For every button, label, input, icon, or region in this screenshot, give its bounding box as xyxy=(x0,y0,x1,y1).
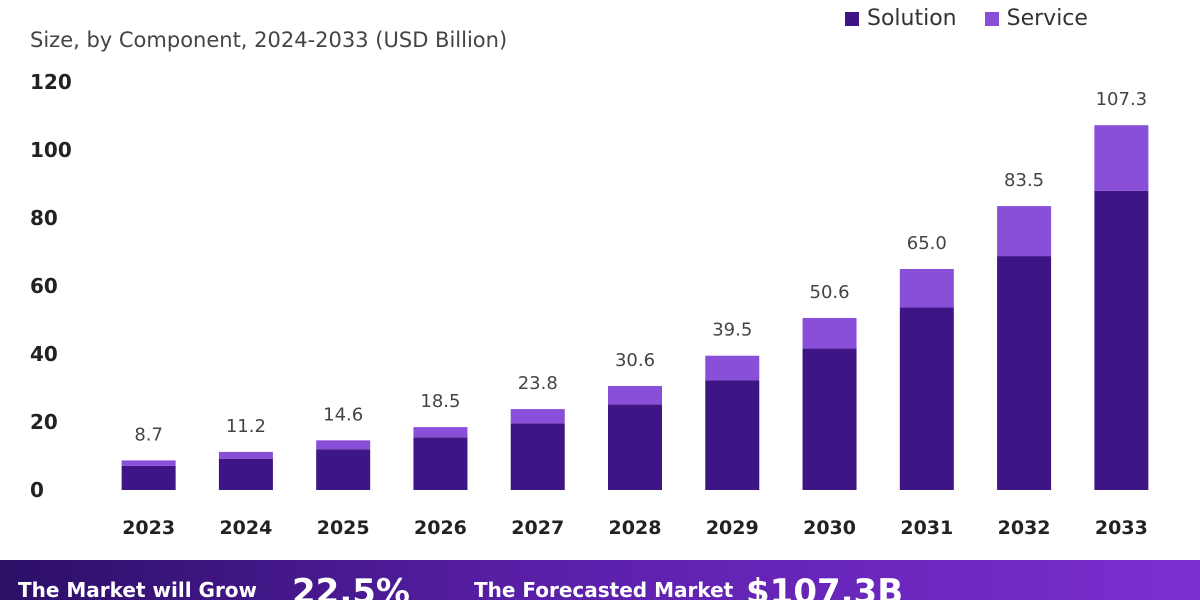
bar-service-2025 xyxy=(316,440,371,450)
bar-solution-2025 xyxy=(316,449,371,490)
footer-forecast-text: The Forecasted Market xyxy=(474,578,734,600)
bar-solution-2033 xyxy=(1094,190,1149,491)
x-tick-label: 2032 xyxy=(998,517,1051,539)
x-tick-label: 2029 xyxy=(706,517,759,539)
bar-service-2028 xyxy=(608,385,662,405)
data-label-total: 11.2 xyxy=(226,416,266,437)
data-label-total: 14.6 xyxy=(323,404,363,425)
bar-solution-2028 xyxy=(608,404,662,490)
x-tick-label: 2024 xyxy=(219,517,272,539)
bar-service-2032 xyxy=(997,206,1052,257)
x-tick-label: 2027 xyxy=(511,517,564,539)
bar-service-2030 xyxy=(802,317,857,349)
x-tick-label: 2026 xyxy=(414,517,467,539)
bar-solution-2032 xyxy=(997,256,1052,490)
legend: Solution Service xyxy=(845,6,1088,31)
y-tick-label: 60 xyxy=(30,274,58,298)
y-tick-label: 120 xyxy=(30,70,72,94)
x-tick-label: 2023 xyxy=(122,517,175,539)
data-label-total: 18.5 xyxy=(420,391,460,412)
bar-solution-2030 xyxy=(802,348,857,490)
x-tick-label: 2025 xyxy=(317,517,370,539)
chart-subtitle: Size, by Component, 2024-2033 (USD Billi… xyxy=(30,28,508,52)
y-tick-label: 100 xyxy=(30,138,72,162)
legend-label-solution: Solution xyxy=(867,6,957,31)
footer-market-value: $107.3B xyxy=(746,572,904,600)
bar-service-2023 xyxy=(121,460,176,466)
bar-service-2026 xyxy=(413,427,468,438)
data-label-total: 83.5 xyxy=(1004,170,1044,191)
footer-growth-text: The Market will Grow xyxy=(18,578,258,600)
y-tick-label: 80 xyxy=(30,206,58,230)
bar-service-2033 xyxy=(1094,125,1149,191)
bar-solution-2031 xyxy=(899,307,954,490)
bar-solution-2029 xyxy=(705,380,760,490)
bar-service-2029 xyxy=(705,355,760,381)
legend-item-solution: Solution xyxy=(845,6,957,31)
data-label-total: 30.6 xyxy=(615,350,655,371)
y-tick-label: 20 xyxy=(30,410,58,434)
data-label-total: 107.3 xyxy=(1096,89,1148,110)
y-tick-label: 0 xyxy=(30,478,44,502)
legend-swatch-service xyxy=(984,11,999,26)
stacked-bar-chart: 0 20 40 60 80 100 120 8.7 2023 11.2 2024 14.6 2025 18… xyxy=(30,70,1149,539)
legend-item-service: Service xyxy=(984,6,1088,31)
bar-solution-2023 xyxy=(121,465,176,490)
legend-swatch-solution xyxy=(845,11,859,26)
bar-service-2027 xyxy=(510,409,565,424)
x-tick-label: 2031 xyxy=(900,517,953,539)
bar-solution-2027 xyxy=(510,423,565,490)
x-tick-label: 2030 xyxy=(803,517,856,539)
bar-service-2024 xyxy=(218,451,273,459)
y-tick-label: 40 xyxy=(30,342,58,366)
x-tick-label: 2033 xyxy=(1095,517,1148,539)
data-label-total: 23.8 xyxy=(518,373,558,394)
bar-solution-2026 xyxy=(413,437,468,490)
footer-cagr-value: 22.5% xyxy=(292,572,410,600)
legend-label-service: Service xyxy=(1006,6,1088,31)
data-label-total: 50.6 xyxy=(810,282,850,303)
bar-solution-2024 xyxy=(218,458,273,490)
data-label-total: 65.0 xyxy=(907,233,947,254)
bar-service-2031 xyxy=(899,269,954,308)
footer-banner: The Market will Grow 22.5% The Forecaste… xyxy=(0,560,1200,600)
data-label-total: 39.5 xyxy=(712,320,752,341)
x-tick-label: 2028 xyxy=(609,517,662,539)
data-label-total: 8.7 xyxy=(134,424,163,445)
